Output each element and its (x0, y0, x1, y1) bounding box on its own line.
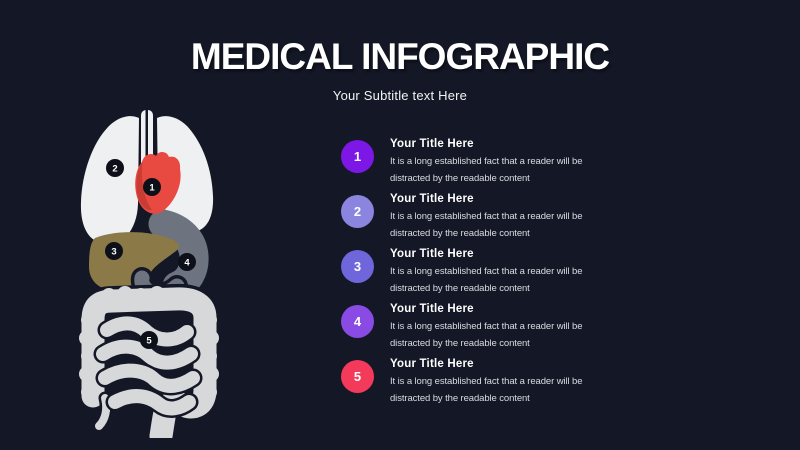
list-item: 4 Your Title Here It is a long establish… (341, 303, 583, 358)
item-4-number: 4 (353, 314, 362, 329)
list-item: 1 Your Title Here It is a long establish… (341, 138, 583, 193)
item-2-badge: 2 (341, 195, 374, 228)
list-item: 5 Your Title Here It is a long establish… (341, 358, 583, 413)
item-3-badge: 3 (341, 250, 374, 283)
colon-bumps (79, 286, 219, 400)
item-title: Your Title Here (390, 138, 474, 150)
info-list: 1 Your Title Here It is a long establish… (341, 138, 583, 413)
marker-1-circle (143, 178, 161, 196)
organ-markers: 1 2 3 4 5 (105, 159, 196, 349)
item-description: It is a long established fact that a rea… (390, 321, 583, 349)
page-subtitle: Your Subtitle text Here (332, 88, 468, 103)
item-1-number: 1 (353, 149, 362, 164)
marker-3-label: 3 (111, 247, 116, 258)
marker-4-label: 4 (184, 258, 190, 269)
left-lung-shape (80, 116, 139, 245)
anatomy-illustration: 1 2 3 4 5 (78, 110, 220, 438)
marker-3-circle (105, 242, 123, 260)
item-5-number: 5 (353, 369, 362, 384)
marker-5-label: 5 (146, 336, 152, 347)
list-item: 3 Your Title Here It is a long establish… (341, 248, 583, 303)
item-4-badge: 4 (341, 305, 374, 338)
marker-5-circle (140, 331, 158, 349)
right-lung-shape (157, 116, 214, 232)
item-description: It is a long established fact that a rea… (390, 266, 583, 294)
item-title: Your Title Here (390, 193, 474, 205)
heart-shadow (136, 161, 152, 211)
marker-2-circle (106, 159, 124, 177)
page-title: MEDICAL INFOGRAPHIC (190, 36, 610, 77)
item-3-number: 3 (353, 259, 362, 274)
item-title: Your Title Here (390, 303, 474, 315)
marker-1-label: 1 (149, 183, 155, 194)
item-title: Your Title Here (390, 248, 474, 260)
item-description: It is a long established fact that a rea… (390, 156, 583, 184)
item-1-badge: 1 (341, 140, 374, 173)
item-5-badge: 5 (341, 360, 374, 393)
marker-4-circle (178, 253, 196, 271)
item-title: Your Title Here (390, 358, 474, 370)
trachea-line (145, 110, 148, 162)
marker-2-label: 2 (112, 164, 117, 175)
list-item: 2 Your Title Here It is a long establish… (341, 193, 583, 248)
item-description: It is a long established fact that a rea… (390, 376, 583, 404)
item-2-number: 2 (353, 204, 362, 219)
item-description: It is a long established fact that a rea… (390, 211, 583, 239)
